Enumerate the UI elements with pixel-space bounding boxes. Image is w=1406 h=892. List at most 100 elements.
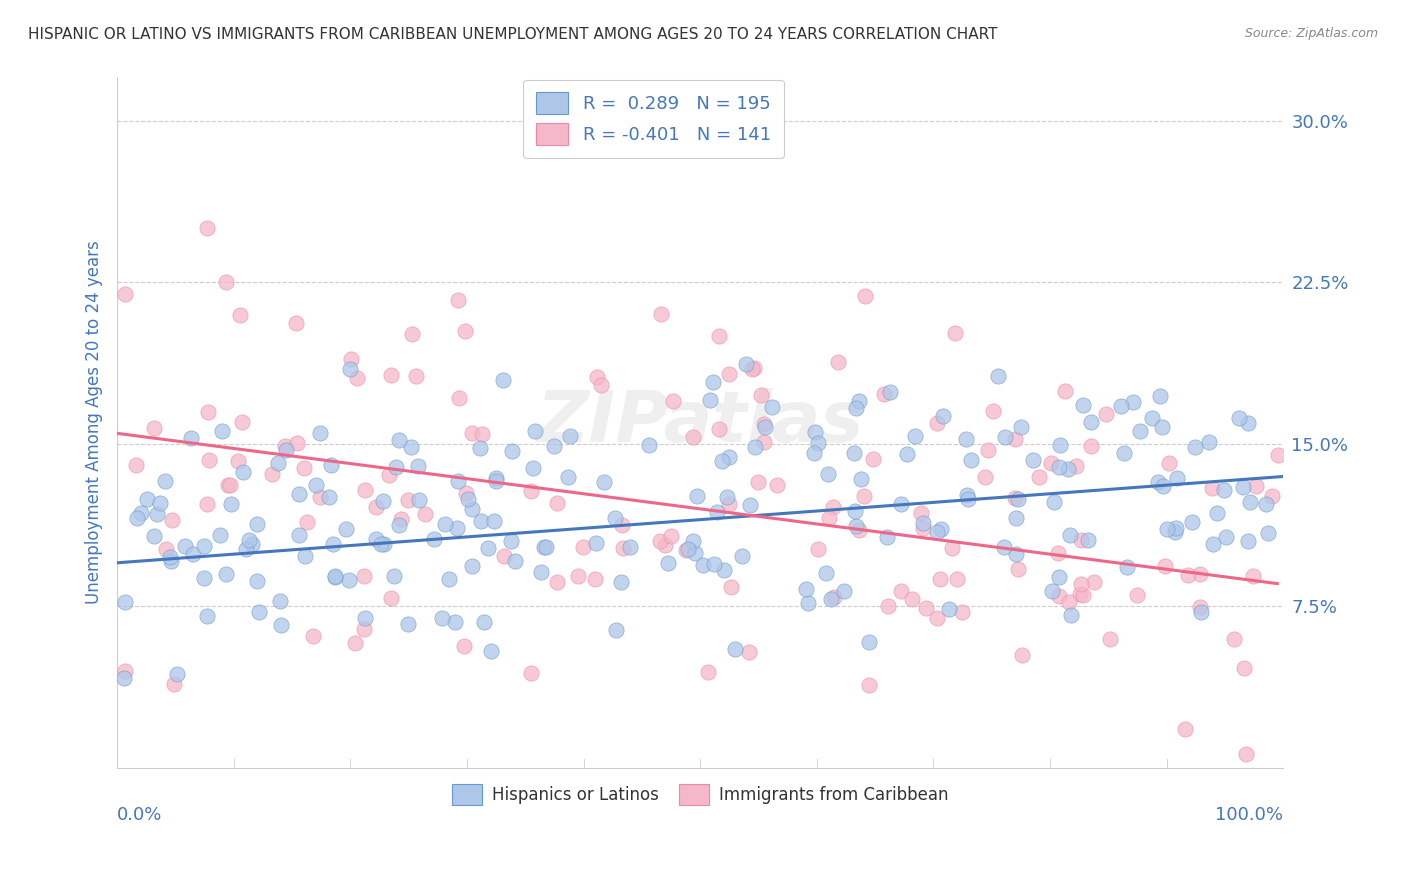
Point	[433, 516, 456, 531]
Point	[692, 558, 714, 573]
Point	[396, 492, 419, 507]
Point	[149, 496, 172, 510]
Point	[943, 326, 966, 340]
Point	[353, 569, 375, 583]
Point	[877, 599, 900, 613]
Point	[1057, 595, 1080, 609]
Point	[276, 442, 298, 457]
Point	[1083, 574, 1105, 589]
Point	[235, 542, 257, 557]
Point	[174, 540, 197, 554]
Point	[765, 478, 787, 492]
Point	[163, 677, 186, 691]
Point	[454, 324, 477, 338]
Point	[353, 610, 375, 624]
Point	[827, 355, 849, 369]
Point	[977, 442, 1000, 457]
Point	[238, 533, 260, 547]
Point	[742, 361, 765, 376]
Point	[747, 475, 769, 490]
Point	[1070, 533, 1092, 547]
Point	[142, 529, 165, 543]
Point	[522, 461, 544, 475]
Point	[160, 554, 183, 568]
Point	[586, 370, 609, 384]
Point	[181, 548, 204, 562]
Point	[1071, 588, 1094, 602]
Point	[567, 569, 589, 583]
Point	[818, 511, 841, 525]
Point	[804, 425, 827, 440]
Point	[1189, 566, 1212, 581]
Point	[896, 447, 918, 461]
Point	[862, 452, 884, 467]
Point	[1047, 570, 1070, 584]
Point	[993, 540, 1015, 554]
Point	[385, 459, 408, 474]
Point	[215, 275, 238, 289]
Point	[405, 369, 427, 384]
Point	[396, 617, 419, 632]
Point	[249, 605, 271, 619]
Point	[1073, 398, 1095, 412]
Point	[844, 504, 866, 518]
Text: ZIPatlas: ZIPatlas	[537, 388, 863, 457]
Point	[724, 641, 747, 656]
Point	[492, 373, 515, 387]
Point	[1046, 545, 1069, 559]
Point	[848, 524, 870, 538]
Point	[1173, 723, 1195, 737]
Point	[543, 439, 565, 453]
Point	[932, 409, 955, 423]
Point	[817, 467, 839, 482]
Point	[1010, 420, 1032, 434]
Point	[229, 308, 252, 322]
Point	[853, 289, 876, 303]
Point	[1261, 490, 1284, 504]
Point	[195, 497, 218, 511]
Point	[197, 405, 219, 419]
Point	[852, 489, 875, 503]
Legend: Hispanics or Latinos, Immigrants from Caribbean: Hispanics or Latinos, Immigrants from Ca…	[441, 774, 959, 814]
Point	[269, 593, 291, 607]
Point	[709, 328, 731, 343]
Point	[232, 465, 254, 479]
Point	[297, 516, 319, 530]
Point	[461, 558, 484, 573]
Point	[1244, 478, 1267, 492]
Point	[364, 500, 387, 514]
Point	[226, 454, 249, 468]
Point	[845, 401, 868, 416]
Point	[820, 591, 842, 606]
Point	[720, 580, 742, 594]
Point	[195, 221, 218, 235]
Point	[1166, 471, 1188, 485]
Point	[524, 424, 547, 438]
Point	[382, 569, 405, 583]
Point	[444, 615, 467, 629]
Point	[1116, 559, 1139, 574]
Point	[380, 591, 402, 605]
Point	[901, 592, 924, 607]
Point	[146, 507, 169, 521]
Point	[322, 536, 344, 550]
Point	[832, 584, 855, 599]
Point	[346, 371, 368, 385]
Point	[485, 474, 508, 488]
Point	[195, 609, 218, 624]
Point	[890, 583, 912, 598]
Point	[1237, 533, 1260, 548]
Point	[371, 494, 394, 508]
Point	[682, 430, 704, 444]
Point	[699, 392, 721, 407]
Point	[1157, 456, 1180, 470]
Point	[388, 434, 411, 448]
Point	[520, 666, 543, 681]
Point	[1140, 411, 1163, 425]
Point	[408, 492, 430, 507]
Point	[1164, 524, 1187, 539]
Point	[928, 572, 950, 586]
Point	[470, 514, 492, 528]
Point	[1043, 494, 1066, 508]
Point	[1047, 459, 1070, 474]
